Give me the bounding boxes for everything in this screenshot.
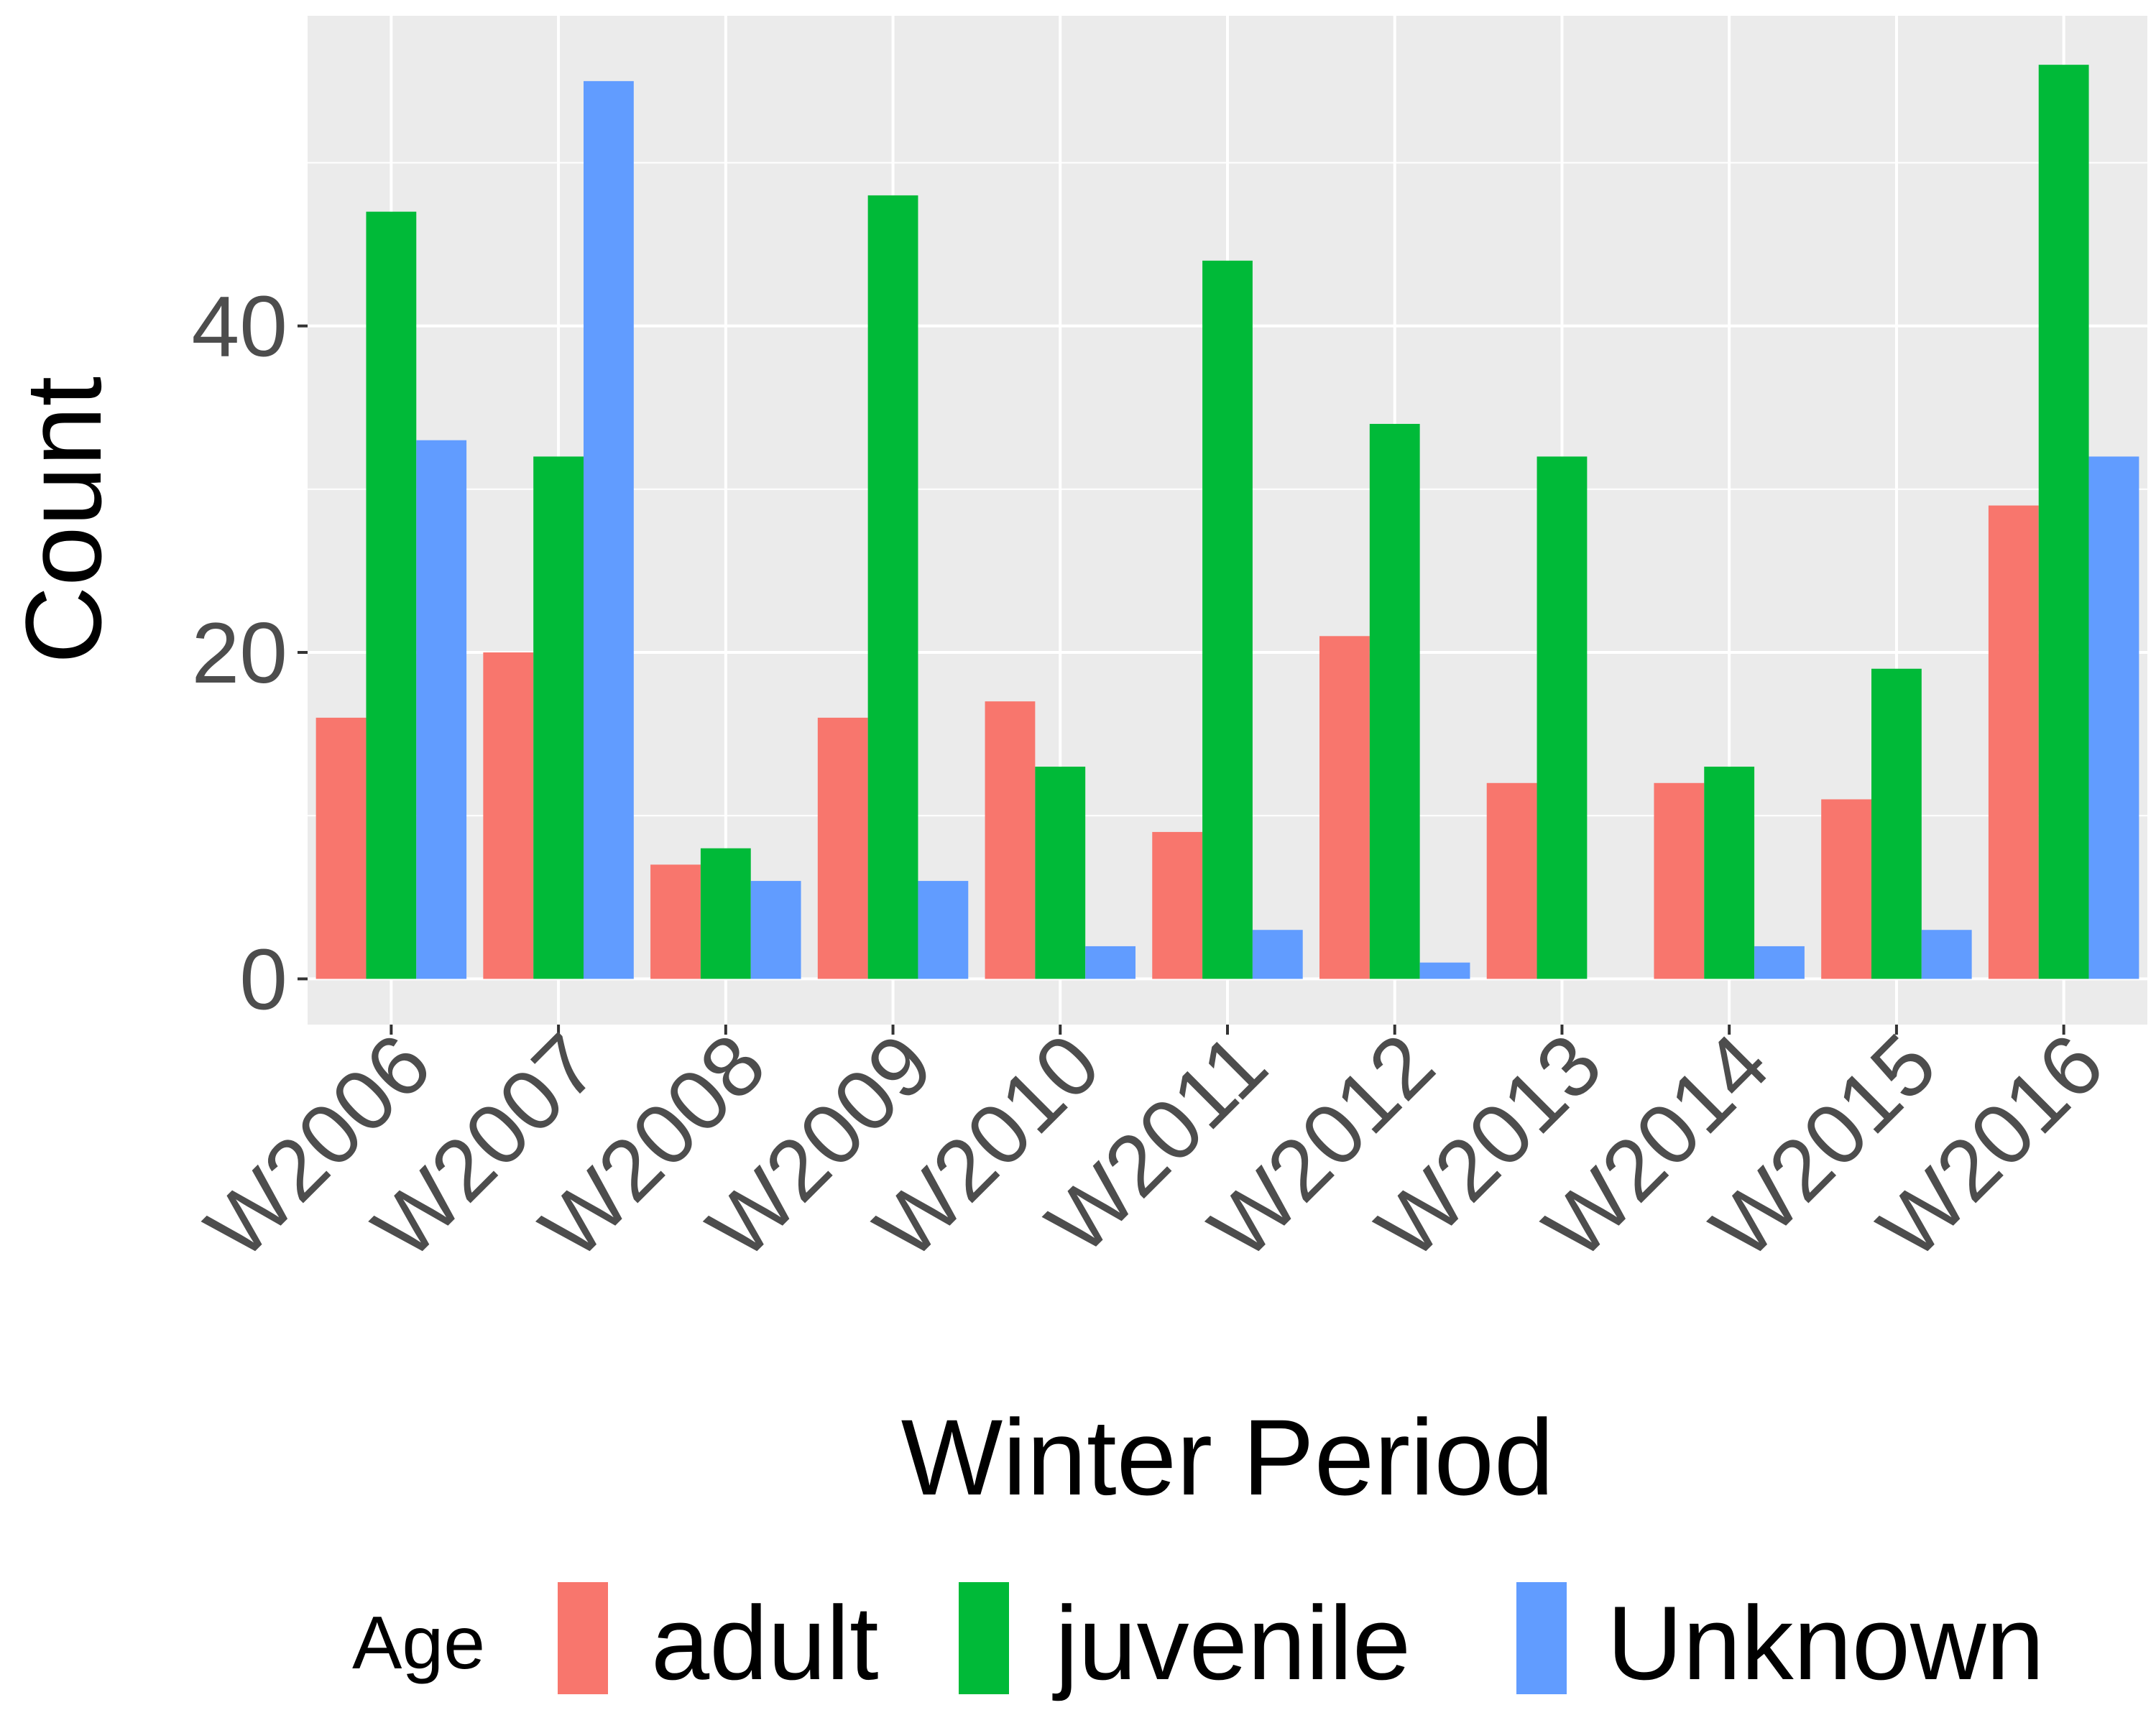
y-axis: 0 20 40 xyxy=(192,279,308,1027)
bar-juvenile-w2007 xyxy=(533,456,584,979)
bar-juvenile-w2010 xyxy=(1035,767,1086,979)
legend-title: Age xyxy=(352,1602,485,1685)
legend-key-juvenile xyxy=(959,1582,1009,1694)
bar-juvenile-w2006 xyxy=(366,211,417,979)
bar-juvenile-w2008 xyxy=(700,848,751,979)
y-tick-label: 20 xyxy=(192,605,287,701)
bar-adult-w2011 xyxy=(1152,831,1203,979)
legend: Age adult juvenile Unknown xyxy=(352,1582,2045,1701)
bar-adult-w2014 xyxy=(1654,782,1705,979)
bar-juvenile-w2009 xyxy=(867,195,918,979)
bar-unknown-w2016 xyxy=(2088,456,2139,979)
bar-adult-w2015 xyxy=(1821,799,1871,979)
bar-juvenile-w2011 xyxy=(1202,260,1253,979)
x-axis: W2006W2007W2008W2009W2010W2011W2012W2013… xyxy=(188,1016,2122,1277)
bar-adult-w2012 xyxy=(1319,636,1370,979)
y-tick-label: 40 xyxy=(192,279,287,375)
bar-juvenile-w2013 xyxy=(1537,456,1588,979)
bar-unknown-w2015 xyxy=(1921,930,1972,979)
bar-adult-w2010 xyxy=(985,701,1036,979)
bar-adult-w2013 xyxy=(1486,782,1537,979)
y-axis-title: Count xyxy=(3,376,124,664)
bar-unknown-w2008 xyxy=(750,881,801,979)
legend-key-adult xyxy=(558,1582,608,1694)
legend-key-unknown xyxy=(1516,1582,1567,1694)
bars xyxy=(315,65,2139,979)
bar-juvenile-w2016 xyxy=(2038,65,2089,979)
bar-juvenile-w2015 xyxy=(1871,668,1922,979)
y-tick-label: 0 xyxy=(239,931,287,1027)
bar-unknown-w2012 xyxy=(1419,962,1470,979)
bar-unknown-w2011 xyxy=(1252,930,1303,979)
legend-label-unknown: Unknown xyxy=(1607,1584,2045,1701)
bar-adult-w2006 xyxy=(315,717,367,979)
bar-unknown-w2014 xyxy=(1754,946,1805,979)
x-axis-title: Winter Period xyxy=(901,1397,1554,1517)
bar-adult-w2008 xyxy=(650,864,701,979)
legend-label-adult: adult xyxy=(651,1584,879,1701)
legend-label-juvenile: juvenile xyxy=(1052,1584,1411,1701)
bar-juvenile-w2014 xyxy=(1704,767,1755,979)
bar-adult-w2007 xyxy=(483,652,534,979)
bar-unknown-w2009 xyxy=(918,881,969,979)
bar-unknown-w2006 xyxy=(416,440,467,979)
bar-unknown-w2010 xyxy=(1085,946,1135,979)
bar-adult-w2009 xyxy=(817,717,868,979)
bar-juvenile-w2012 xyxy=(1369,423,1420,979)
bar-unknown-w2007 xyxy=(584,80,634,979)
bar-adult-w2016 xyxy=(1988,505,2039,979)
